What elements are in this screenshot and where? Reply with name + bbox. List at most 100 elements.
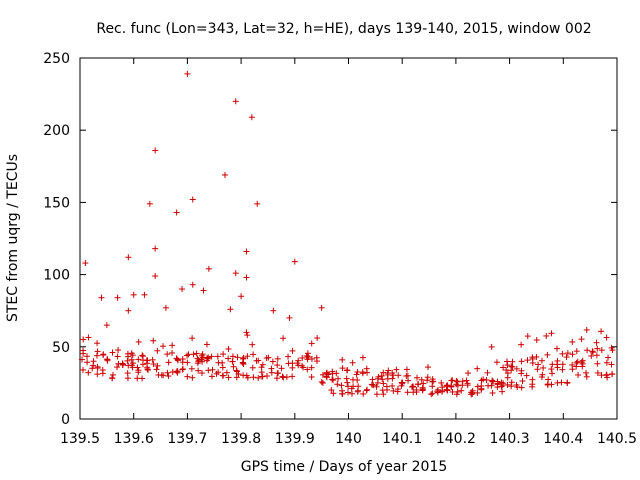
data-point-marker [518, 370, 525, 377]
data-point-marker [330, 377, 337, 384]
data-point-marker [425, 364, 432, 371]
data-point-marker [424, 374, 431, 381]
data-point-marker [264, 373, 271, 380]
data-point-marker [179, 366, 186, 373]
data-point-marker [575, 371, 582, 378]
data-point-marker [418, 376, 425, 383]
data-point-marker [103, 322, 110, 329]
data-point-marker [448, 383, 455, 390]
data-point-marker [188, 365, 195, 372]
data-point-marker [300, 364, 307, 371]
data-point-marker [415, 381, 422, 388]
data-point-marker [229, 358, 236, 365]
data-point-marker [270, 307, 277, 314]
data-point-marker [448, 377, 455, 384]
data-point-marker [240, 354, 247, 361]
data-point-marker [454, 388, 461, 395]
data-point-marker [344, 389, 351, 396]
data-point-marker [514, 384, 521, 391]
data-point-marker [383, 386, 390, 393]
data-point-marker [598, 347, 605, 354]
data-point-marker [215, 369, 222, 376]
data-point-marker [179, 366, 186, 373]
data-point-marker [410, 384, 417, 391]
data-point-marker [533, 353, 540, 360]
data-point-marker [128, 356, 135, 363]
data-point-marker [314, 335, 321, 342]
data-point-marker [203, 357, 210, 364]
data-point-marker [538, 374, 545, 381]
data-point-marker [274, 355, 281, 362]
data-point-marker [318, 378, 325, 385]
data-point-marker [524, 333, 531, 340]
data-point-marker [593, 339, 600, 346]
data-point-marker [190, 351, 197, 358]
data-point-marker [459, 378, 466, 385]
data-point-marker [269, 358, 276, 365]
data-point-marker [184, 352, 191, 359]
data-point-marker [308, 340, 315, 347]
data-point-marker [308, 373, 315, 380]
data-point-marker [173, 368, 180, 375]
data-point-marker [308, 364, 315, 371]
data-point-marker [430, 378, 437, 385]
data-point-marker [160, 372, 167, 379]
data-point-marker [225, 355, 232, 362]
data-point-marker [203, 341, 210, 348]
axes: 139.5 139.6 139.7 139.8 139.9 140 140.1 140.2 14… [43, 51, 637, 447]
data-point-marker [244, 332, 251, 339]
data-point-marker [233, 368, 240, 375]
data-point-marker [535, 361, 542, 368]
data-point-marker [84, 359, 91, 366]
data-point-marker [443, 386, 450, 393]
data-point-marker [509, 363, 516, 370]
data-point-marker [583, 373, 590, 380]
data-point-marker [227, 306, 234, 313]
data-point-marker [414, 374, 421, 381]
data-point-marker [500, 364, 507, 371]
data-point-marker [225, 345, 232, 352]
data-point-marker [519, 377, 526, 384]
data-point-marker [189, 281, 196, 288]
data-point-marker [254, 200, 261, 207]
data-point-marker [149, 356, 156, 363]
data-point-marker [385, 367, 392, 374]
data-point-marker [544, 351, 551, 358]
data-point-marker [115, 347, 122, 354]
data-point-marker [184, 373, 191, 380]
data-point-marker [134, 364, 141, 371]
data-point-marker [78, 356, 85, 363]
data-point-marker [513, 365, 520, 372]
data-point-marker [478, 382, 485, 389]
data-point-marker [145, 366, 152, 373]
data-point-marker [364, 386, 371, 393]
data-point-marker [428, 391, 435, 398]
data-point-marker [184, 359, 191, 366]
data-point-marker [579, 363, 586, 370]
data-point-marker [518, 358, 525, 365]
data-point-marker [232, 270, 239, 277]
data-point-marker [504, 358, 511, 365]
data-point-marker [94, 365, 101, 372]
data-point-marker [169, 349, 176, 356]
data-point-marker [579, 357, 586, 364]
data-point-marker [221, 171, 228, 178]
data-point-marker [291, 258, 298, 265]
data-point-marker [299, 354, 306, 361]
data-point-marker [493, 359, 500, 366]
data-point-marker [353, 371, 360, 378]
data-point-marker [389, 369, 396, 376]
data-point-marker [378, 372, 385, 379]
data-point-marker [164, 369, 171, 376]
data-point-marker [110, 371, 117, 378]
data-point-marker [219, 359, 226, 366]
data-point-marker [380, 369, 387, 376]
data-point-marker [335, 375, 342, 382]
data-point-marker [540, 364, 547, 371]
data-point-marker [232, 98, 239, 105]
data-point-marker [174, 369, 181, 376]
data-point-marker [278, 365, 285, 372]
data-point-marker [564, 350, 571, 357]
data-point-marker [94, 340, 101, 347]
data-point-marker [220, 351, 227, 358]
